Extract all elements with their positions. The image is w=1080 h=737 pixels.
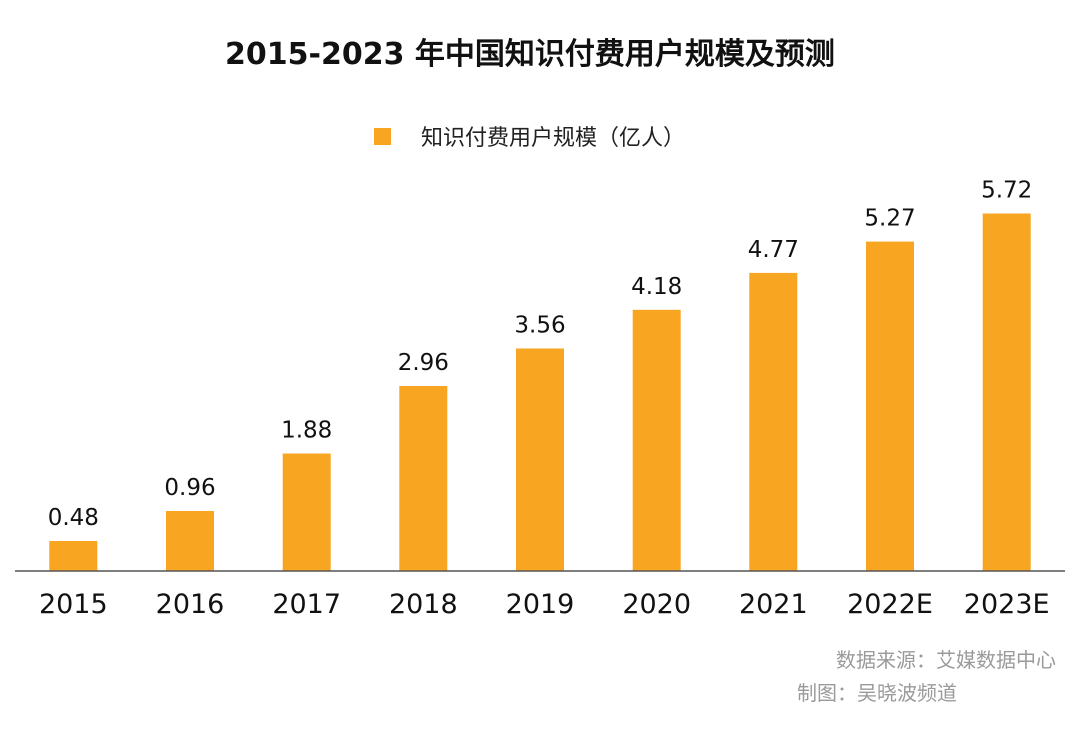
- tick-label-2020: 2020: [622, 589, 691, 620]
- legend: 知识付费用户规模（亿人）: [374, 126, 685, 151]
- tick-label-2023E: 2023E: [964, 589, 1050, 620]
- bar-2022E: [866, 241, 914, 571]
- value-label-2023E: 5.72: [981, 178, 1032, 204]
- source-note: 数据来源：艾媒数据中心: [836, 648, 1056, 672]
- bar-2020: [632, 309, 681, 572]
- value-label-2016: 0.96: [164, 475, 215, 501]
- tick-label-2018: 2018: [389, 589, 458, 620]
- tick-label-2021: 2021: [739, 589, 808, 620]
- bar-2019: [516, 348, 564, 571]
- tick-label-2019: 2019: [506, 589, 575, 620]
- bars-layer: [49, 213, 1031, 572]
- chart-title: 2015-2023 年中国知识付费用户规模及预测: [225, 37, 835, 72]
- bar-2017: [282, 453, 331, 571]
- legend-swatch: [374, 128, 391, 145]
- bar-2021: [749, 272, 798, 571]
- bar-2018: [399, 386, 448, 571]
- tick-label-2017: 2017: [272, 589, 341, 620]
- tick-label-2016: 2016: [156, 589, 225, 620]
- tick-label-2015: 2015: [39, 589, 108, 620]
- value-label-2022E: 5.27: [864, 206, 915, 232]
- bar-2015: [49, 541, 98, 571]
- value-label-2015: 0.48: [48, 505, 99, 531]
- value-label-2017: 1.88: [281, 418, 332, 444]
- x-axis-tick-labels: 2015 2016 2017 2018 2019 2020 2021 2022E 2023E: [39, 589, 1050, 620]
- value-label-2018: 2.96: [398, 350, 449, 376]
- value-label-2021: 4.77: [748, 237, 799, 263]
- bar-2023E: [982, 213, 1031, 571]
- value-label-2019: 3.56: [514, 313, 565, 339]
- tick-label-2022E: 2022E: [847, 589, 933, 620]
- value-label-2020: 4.18: [631, 274, 682, 300]
- maker-note: 制图：吴晓波频道: [797, 681, 957, 705]
- bar-2016: [166, 511, 214, 571]
- legend-label: 知识付费用户规模（亿人）: [421, 126, 685, 151]
- value-labels: 0.48 0.96 1.88 2.96 3.56 4.18 4.77 5.27 5.72: [48, 178, 1033, 532]
